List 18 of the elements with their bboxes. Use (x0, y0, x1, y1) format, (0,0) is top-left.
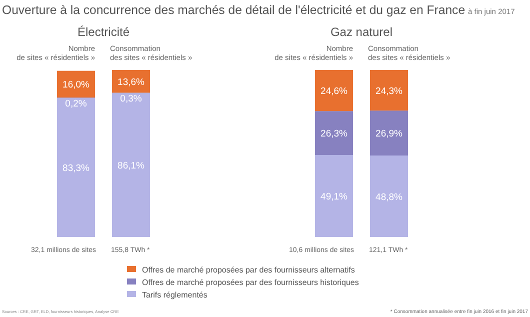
text: Ouverture à la concurrence des marchés de détail de l'électricité et du gaz en France (2, 3, 466, 17)
data-label: 86,1% (118, 160, 146, 172)
data-label: 0,2% (65, 98, 88, 110)
data-label: 26,3% (320, 128, 348, 140)
legend-label: Offres de marché proposées par des fournisseurs historiques (142, 278, 359, 287)
chart-title: Gaz naturel (330, 25, 393, 39)
data-label: 0,3% (120, 94, 142, 105)
data-label: 24,3% (376, 86, 404, 97)
legend-label: Offres de marché proposées par des fournisseurs alternatifs (142, 266, 355, 274)
data-label: 48,8% (376, 192, 404, 203)
data-label: 83,3% (62, 162, 90, 174)
data-label: 13,6% (118, 76, 146, 88)
chart-title: Électricité (77, 25, 130, 39)
data-label: 16,0% (62, 80, 90, 91)
legend-label: Tarifs réglementés (142, 290, 208, 300)
data-label: 26,9% (376, 128, 404, 140)
data-label: 49,1% (320, 192, 348, 202)
data-label: 24,6% (320, 86, 348, 98)
